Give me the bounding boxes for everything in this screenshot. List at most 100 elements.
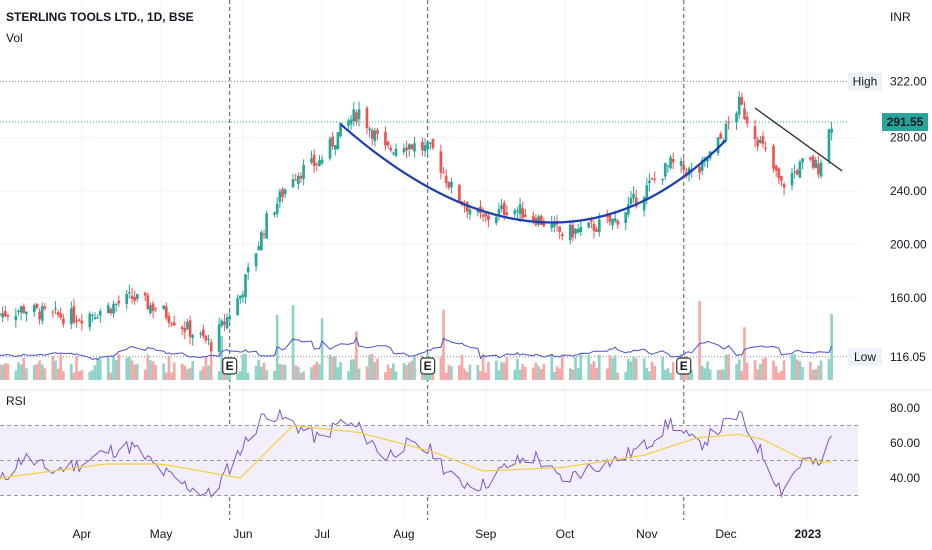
candle-body <box>130 295 134 299</box>
volume-bar <box>386 364 390 380</box>
volume-bar <box>811 369 815 380</box>
volume-bar <box>238 371 242 380</box>
candle-body <box>315 163 319 165</box>
candle-body <box>410 144 414 150</box>
volume-bar <box>294 365 298 380</box>
volume-bar <box>814 369 818 380</box>
candle-body <box>302 165 305 180</box>
earnings-marker <box>676 357 692 375</box>
volume-ma-line <box>0 336 833 360</box>
volume-bar <box>550 354 554 380</box>
volume-bar <box>133 364 136 380</box>
volume-bar <box>516 358 519 380</box>
candle-body <box>32 305 36 312</box>
axis-layer: 160.00 200.00 240.00 280.00 Apr May Jun Jul Aug S… <box>72 72 928 541</box>
candle-body <box>616 220 620 225</box>
candle-body <box>679 161 683 166</box>
volume-bar <box>758 363 762 380</box>
candle-body <box>671 158 675 163</box>
volume-bar <box>463 368 466 380</box>
x-tick-label: Apr <box>72 527 91 541</box>
volume-bar <box>128 356 131 380</box>
volume-bar <box>204 356 208 380</box>
volume-bar <box>790 355 794 380</box>
candle-body <box>38 311 41 320</box>
earnings-marker <box>420 357 436 375</box>
cup-curve <box>339 123 727 224</box>
rsi-tick-label: 80.00 <box>890 401 920 415</box>
volume-bar <box>244 353 247 380</box>
candle-body <box>758 139 762 143</box>
candle-body <box>764 147 767 149</box>
currency-label: INR <box>890 10 911 24</box>
volume-bar <box>167 355 171 380</box>
price-tick-label: 200.00 <box>890 238 927 252</box>
candle-body <box>450 181 453 188</box>
volume-bar <box>109 372 113 380</box>
candle-body <box>349 119 353 125</box>
candle-body <box>423 145 427 152</box>
volume-bar <box>291 305 295 380</box>
candle-body <box>542 221 546 227</box>
candle-body <box>666 165 670 167</box>
candle-body <box>719 133 723 139</box>
volume-bar <box>716 370 720 380</box>
volume-bar <box>254 365 258 380</box>
volume-bar <box>663 369 667 380</box>
candle-body <box>339 122 342 137</box>
candle-body <box>88 313 92 328</box>
candle-body <box>814 159 818 169</box>
candle-body <box>40 306 44 321</box>
volume-bar <box>17 362 20 380</box>
candle-body <box>370 130 374 139</box>
volume-bar <box>753 360 757 380</box>
volume-bar <box>392 363 395 380</box>
volume-bar <box>782 360 786 380</box>
candle-body <box>568 224 572 241</box>
x-tick-label: Dec <box>715 527 736 541</box>
price-tick-label: 240.00 <box>890 184 927 198</box>
volume-bar <box>162 363 166 380</box>
volume-bar <box>595 367 598 380</box>
volume-bar <box>719 369 723 380</box>
candle-body <box>128 292 131 294</box>
candle-body <box>735 113 738 122</box>
volume-bar <box>727 354 730 380</box>
candle-body <box>613 218 617 222</box>
volume-bar <box>817 365 820 380</box>
candle-body <box>241 294 245 298</box>
candle-body <box>497 209 501 215</box>
candle-body <box>294 179 298 181</box>
volume-bar <box>524 366 527 380</box>
volume-bar <box>801 366 804 380</box>
volume-bar <box>333 356 337 380</box>
volume-bar <box>0 364 2 380</box>
candle-body <box>236 298 239 316</box>
volume-bar <box>616 372 620 380</box>
volume-bar <box>209 358 213 380</box>
rsi-label: RSI <box>6 394 27 408</box>
volume-bar <box>579 354 583 380</box>
candle-body <box>93 317 97 320</box>
candle-body <box>312 154 316 167</box>
candle-body <box>405 147 408 151</box>
volume-bar <box>798 361 802 380</box>
volume-bar <box>500 361 503 380</box>
chart-title: STERLING TOOLS LTD., 1D, BSE <box>6 10 194 24</box>
candle-body <box>112 303 115 314</box>
candle-body <box>698 166 701 173</box>
volume-bar <box>14 370 18 380</box>
candle-body <box>98 311 102 316</box>
candle-body <box>19 306 23 313</box>
candle-body <box>154 308 158 310</box>
volume-bar <box>597 354 601 380</box>
volume-bar <box>587 355 591 380</box>
rsi-tick-label: 60.00 <box>890 436 920 450</box>
candle-body <box>331 136 334 147</box>
candle-body <box>571 224 575 238</box>
candle-body <box>560 234 564 237</box>
candle-body <box>392 152 395 154</box>
candle-body <box>149 305 152 314</box>
candle-body <box>352 109 356 122</box>
volume-bar <box>1 365 4 380</box>
